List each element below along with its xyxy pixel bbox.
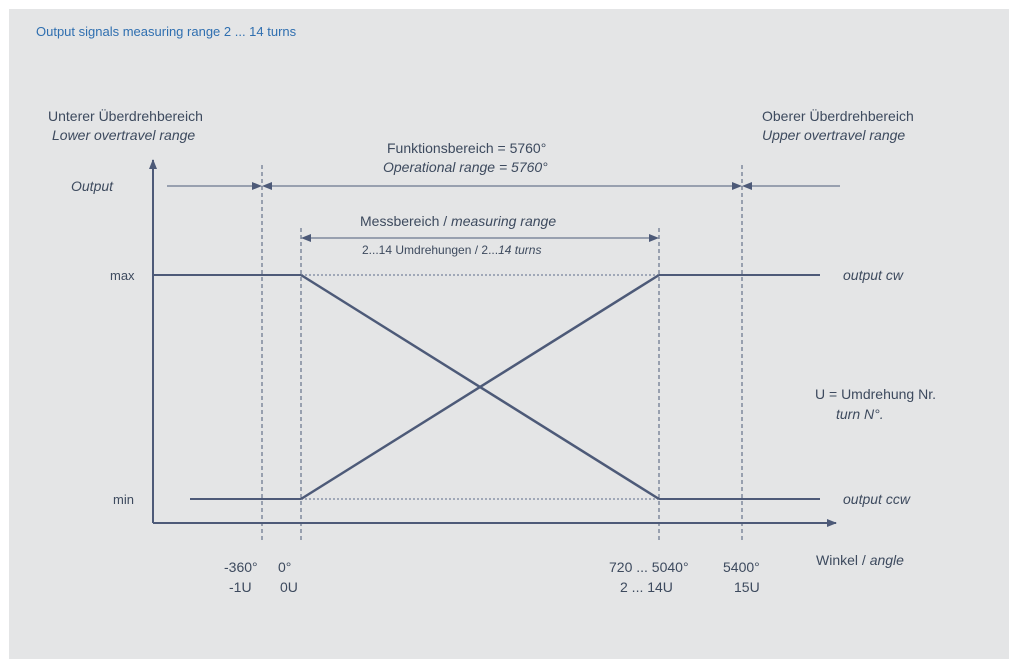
diagram-panel bbox=[9, 9, 1009, 659]
output-cw-label: output cw bbox=[843, 267, 904, 283]
diagram-heading: Output signals measuring range 2 ... 14 … bbox=[36, 24, 297, 39]
functional-range-label-en: Operational range = 5760° bbox=[383, 159, 548, 175]
output-ccw-label: output ccw bbox=[843, 491, 911, 507]
functional-range-label-de: Funktionsbereich = 5760° bbox=[387, 140, 546, 156]
tick-zero-deg: 0° bbox=[278, 559, 291, 575]
measuring-range-label-de: Messbereich / bbox=[360, 213, 451, 229]
measuring-range-label: Messbereich / measuring range bbox=[360, 213, 556, 229]
tick-zero-turn: 0U bbox=[280, 579, 298, 595]
tick-end-turn: 15U bbox=[734, 579, 760, 595]
measuring-range-label-en: measuring range bbox=[451, 213, 556, 229]
tick-end-deg: 5400° bbox=[723, 559, 760, 575]
min-label: min bbox=[113, 492, 134, 507]
legend-de: U = Umdrehung Nr. bbox=[815, 386, 936, 402]
turns-label: 2...14 Umdrehungen / 2...14 turns bbox=[362, 243, 541, 257]
x-axis-label: Winkel / angle bbox=[816, 552, 904, 568]
legend-en: turn N°. bbox=[836, 406, 884, 422]
turns-label-en: 14 turns bbox=[498, 243, 541, 257]
turns-label-de: 2...14 Umdrehungen / 2... bbox=[362, 243, 498, 257]
upper-range-label-de: Oberer Überdrehbereich bbox=[762, 107, 914, 124]
upper-range-label-en: Upper overtravel range bbox=[762, 127, 905, 143]
output-ccw-ramp bbox=[300, 273, 660, 501]
tick-range-turn: 2 ... 14U bbox=[620, 579, 673, 595]
x-axis-label-de: Winkel / bbox=[816, 552, 870, 568]
x-axis-label-en: angle bbox=[870, 552, 904, 568]
lower-range-label-de: Unterer Überdrehbereich bbox=[48, 107, 203, 124]
max-label: max bbox=[110, 268, 135, 283]
lower-range-label-en: Lower overtravel range bbox=[52, 127, 195, 143]
y-axis-label: Output bbox=[71, 178, 114, 194]
tick-minus-360-deg: -360° bbox=[224, 559, 258, 575]
tick-range-deg: 720 ... 5040° bbox=[609, 559, 689, 575]
tick-minus-360-turn: -1U bbox=[229, 579, 252, 595]
